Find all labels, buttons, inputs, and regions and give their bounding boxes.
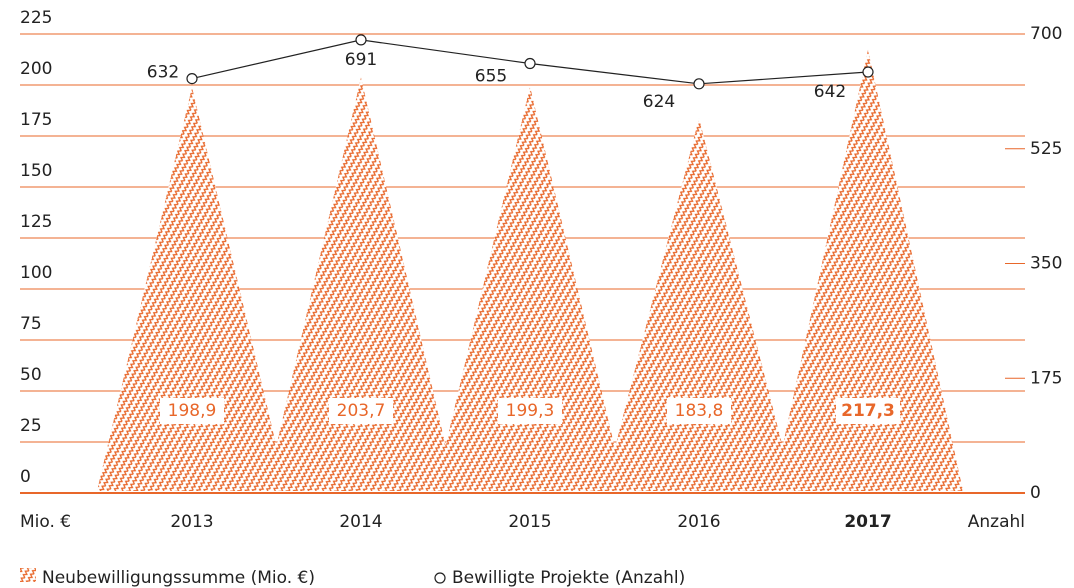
line-point — [524, 57, 536, 70]
x-tick-label: 2013 — [170, 512, 213, 532]
y-tick-label: 0 — [20, 467, 31, 487]
y-tick-label: 50 — [20, 365, 42, 385]
value-label: 217,3 — [841, 401, 895, 421]
value-label-bg — [160, 398, 224, 424]
legend-label: Neubewilligungssumme (Mio. €) — [42, 568, 315, 588]
line-label: 691 — [345, 50, 377, 70]
y-tick-label: 125 — [20, 212, 52, 232]
line-label: 624 — [643, 92, 675, 112]
y2-tick-label: 700 — [1030, 24, 1062, 44]
y2-axis-label: Anzahl — [968, 512, 1025, 532]
value-label-bg — [329, 398, 393, 424]
line-point — [693, 78, 705, 90]
value-label: 183,8 — [675, 401, 724, 421]
y-axis-label: Mio. € — [20, 512, 71, 532]
line-label: 655 — [475, 67, 507, 87]
value-label-bg — [498, 398, 562, 424]
line-point — [186, 72, 198, 85]
y2-tick-label: 0 — [1030, 483, 1041, 503]
value-label: 199,3 — [506, 401, 555, 421]
legend-label: Bewilligte Projekte (Anzahl) — [452, 568, 685, 588]
y2-tick-label: 350 — [1030, 254, 1062, 274]
bar — [97, 87, 287, 491]
legend-swatch — [20, 568, 36, 582]
bar — [773, 49, 963, 491]
y-tick-label: 200 — [20, 59, 52, 79]
y-tick-label: 175 — [20, 110, 52, 130]
y2-tick-label: 525 — [1030, 139, 1062, 159]
x-tick-label: 2017 — [844, 512, 891, 532]
line-point — [355, 34, 367, 46]
y-tick-label: 225 — [20, 8, 52, 28]
line-point — [862, 66, 874, 78]
bar — [266, 77, 456, 492]
value-label-bg — [667, 398, 731, 424]
value-label: 203,7 — [337, 401, 386, 421]
y-tick-label: 75 — [20, 314, 42, 334]
value-label-bg — [836, 398, 900, 424]
x-tick-label: 2014 — [339, 512, 382, 532]
value-label: 198,9 — [168, 401, 217, 421]
x-tick-label: 2015 — [508, 512, 551, 532]
y2-tick-label: 175 — [1030, 368, 1062, 388]
y-tick-label: 150 — [20, 161, 52, 181]
line-label: 632 — [147, 63, 179, 83]
y-tick-label: 100 — [20, 263, 52, 283]
bar — [435, 86, 625, 491]
line-label: 642 — [814, 82, 846, 102]
bar — [604, 118, 794, 491]
y-tick-label: 25 — [20, 416, 42, 436]
x-tick-label: 2016 — [677, 512, 720, 532]
legend-marker — [434, 572, 446, 584]
